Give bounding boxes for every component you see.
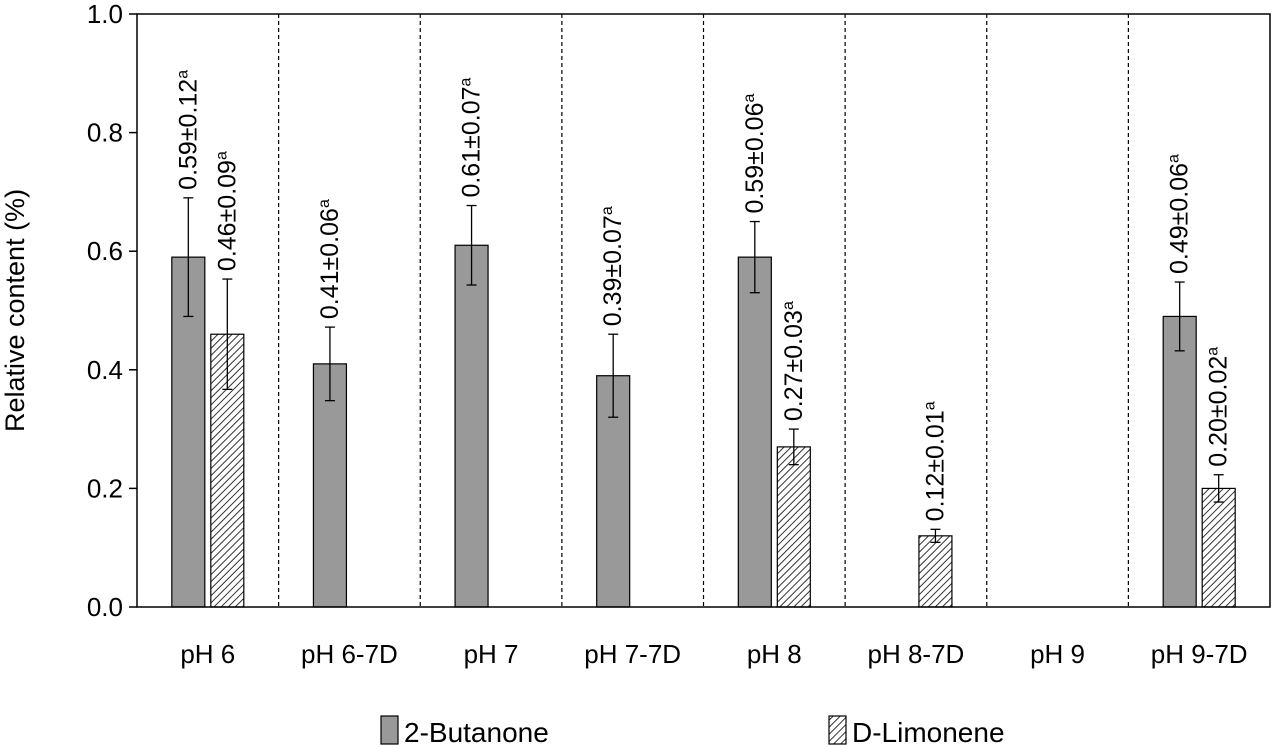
bar-2-butanone	[737, 256, 772, 608]
bar-value-label: 0.59±0.06a	[741, 94, 769, 214]
legend: 2-Butanone D-Limonene	[380, 715, 1005, 745]
legend-label: D-Limonene	[852, 717, 1005, 745]
x-tick-label: pH 6-7D	[301, 639, 398, 669]
x-tick-label: pH 7-7D	[584, 639, 681, 669]
plot-frame	[136, 13, 1271, 608]
significance-superscript: a	[921, 401, 938, 410]
bar-d-limonene	[1201, 487, 1236, 608]
x-tick-label: pH 7	[464, 639, 519, 669]
bar-value-label: 0.41±0.06a	[316, 199, 344, 319]
significance-superscript: a	[599, 206, 616, 215]
bar-2-butanone	[454, 244, 489, 608]
bar-value-label: 0.20±0.02a	[1205, 347, 1233, 467]
significance-superscript: a	[213, 151, 230, 160]
bar-value-label: 0.39±0.07a	[599, 206, 627, 326]
x-tick-label: pH 9	[1030, 639, 1085, 669]
bar-value-label: 0.12±0.01a	[921, 401, 949, 521]
axes: 0.0 0.2 0.4 0.6 0.8 1.0 Relative content (%) pH…	[0, 0, 1271, 669]
legend-label: 2-Butanone	[404, 717, 549, 745]
significance-superscript: a	[741, 94, 758, 103]
x-tick-label: pH 6	[180, 639, 235, 669]
x-tick-label: pH 9-7D	[1151, 639, 1248, 669]
y-tick-label: 0.0	[87, 592, 123, 622]
category-dividers	[278, 14, 1129, 607]
legend-swatch	[828, 715, 847, 745]
data-label-group: 0.59±0.12a 0.46±0.09a 0.41±0.06a 0.61±0.07a…	[174, 70, 1232, 522]
bar-d-limonene	[776, 446, 811, 608]
bar-2-butanone	[1162, 315, 1197, 608]
bar-value-label: 0.27±0.03a	[780, 301, 808, 421]
significance-superscript: a	[458, 77, 475, 86]
bar-value-label: 0.59±0.12a	[174, 70, 202, 190]
y-tick-label: 0.4	[87, 355, 123, 385]
y-tick-label: 0.2	[87, 473, 123, 503]
y-tick-label: 1.0	[87, 0, 123, 29]
significance-superscript: a	[1166, 154, 1183, 163]
significance-superscript: a	[1205, 347, 1222, 356]
y-tick-label: 0.6	[87, 236, 123, 266]
legend-swatch	[380, 715, 399, 745]
x-tick-label: pH 8	[747, 639, 802, 669]
y-tick-label: 0.8	[87, 118, 123, 148]
bar-value-label: 0.49±0.06a	[1166, 154, 1194, 274]
significance-superscript: a	[316, 199, 333, 208]
error-bar-group	[183, 197, 1224, 544]
bar-group	[171, 244, 1236, 608]
bar-value-label: 0.61±0.07a	[458, 77, 486, 197]
y-axis-title: Relative content (%)	[0, 189, 30, 432]
bar-d-limonene	[918, 535, 953, 608]
significance-superscript: a	[780, 301, 797, 310]
bar-value-label: 0.46±0.09a	[213, 151, 241, 271]
significance-superscript: a	[174, 70, 191, 79]
x-tick-label: pH 8-7D	[868, 639, 965, 669]
